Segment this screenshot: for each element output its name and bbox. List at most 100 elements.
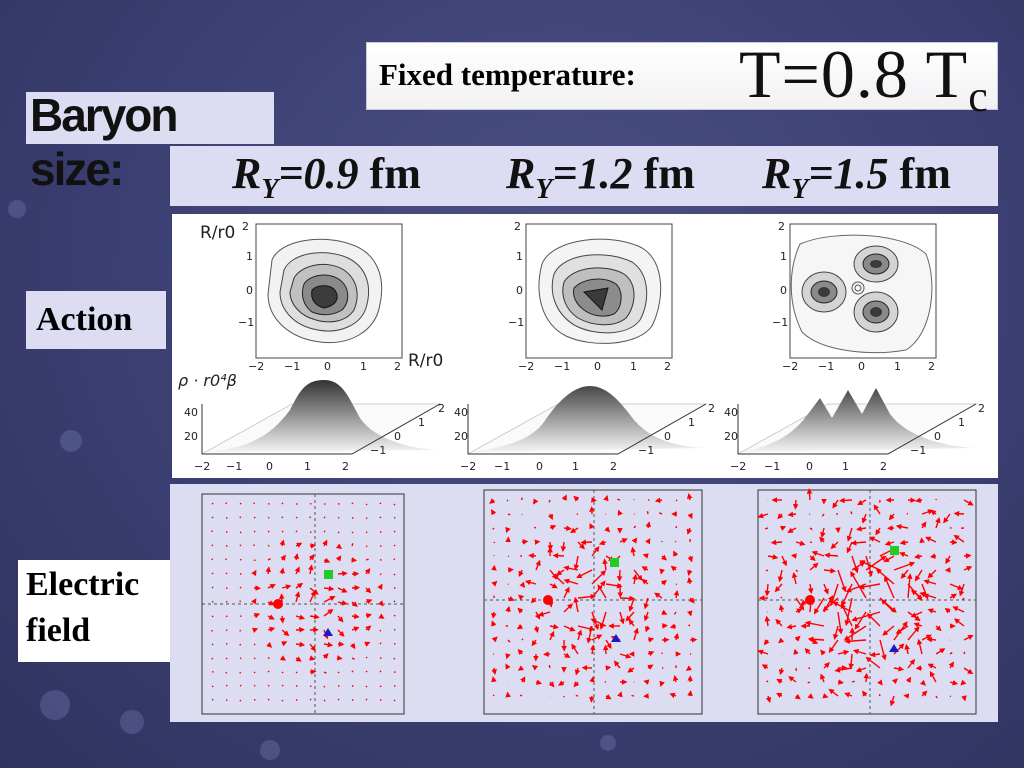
baryon-size-label: Baryon size: xyxy=(26,89,274,195)
svg-text:−1: −1 xyxy=(772,316,788,329)
field-arrow xyxy=(351,670,354,673)
field-arrow xyxy=(280,554,286,561)
svg-text:0: 0 xyxy=(394,430,401,443)
field-arrow xyxy=(576,569,593,579)
field-arrow xyxy=(524,579,537,586)
field-arrow xyxy=(828,688,839,697)
field-arrow xyxy=(776,692,783,699)
field-arrow xyxy=(884,540,895,546)
field-arrow xyxy=(309,590,316,603)
field-arrow xyxy=(673,589,680,599)
field-arrow xyxy=(775,618,783,627)
svg-text:1: 1 xyxy=(360,360,367,373)
field-arrow xyxy=(862,690,868,697)
field-arrow xyxy=(365,625,372,632)
field-arrow xyxy=(351,601,358,608)
field-arrow xyxy=(923,579,937,585)
field-arrow xyxy=(675,583,678,586)
field-arrow xyxy=(563,565,579,571)
field-arrow xyxy=(279,655,287,661)
field-arrow xyxy=(673,611,677,615)
surface-plot-3: 40 20 −2 −1 0 1 2 −1 0 1 2 xyxy=(724,388,985,473)
field-arrow xyxy=(574,667,581,676)
field-arrow xyxy=(519,694,523,697)
field-arrow xyxy=(875,527,881,536)
field-arrow xyxy=(393,573,396,576)
svg-text:2: 2 xyxy=(394,360,401,373)
field-arrow xyxy=(619,653,632,659)
field-arrow xyxy=(281,641,288,647)
field-arrow xyxy=(379,629,382,632)
field-arrow xyxy=(521,539,529,545)
field-arrow xyxy=(949,680,959,686)
field-arrow xyxy=(616,569,623,582)
svg-text:1: 1 xyxy=(572,460,579,473)
field-arrow xyxy=(560,541,567,552)
svg-text:0: 0 xyxy=(246,284,253,297)
field-arrow xyxy=(790,553,797,559)
field-arrow xyxy=(393,614,396,617)
svg-text:−2: −2 xyxy=(248,360,264,373)
field-arrow xyxy=(351,543,354,547)
field-arrow xyxy=(281,584,292,590)
field-arrow xyxy=(641,578,649,585)
temperature-box: Fixed temperature: T=0.8 Tc xyxy=(366,36,998,121)
field-arrow xyxy=(857,499,867,506)
field-arrow xyxy=(619,538,628,544)
field-arrow xyxy=(549,583,558,589)
field-arrow xyxy=(580,539,593,546)
field-arrow xyxy=(848,653,854,670)
svg-text:−1: −1 xyxy=(554,360,570,373)
field-arrow xyxy=(573,495,580,502)
field-arrow xyxy=(647,637,655,643)
field-arrow xyxy=(906,512,909,515)
field-arrow xyxy=(851,611,881,622)
field-arrow xyxy=(669,623,677,629)
field-arrow xyxy=(379,685,382,688)
field-arrow xyxy=(949,695,952,698)
action-x-axis-label: R/r0 xyxy=(408,351,443,371)
field-arrow xyxy=(323,608,334,617)
field-arrow xyxy=(673,550,679,557)
field-arrow xyxy=(858,583,881,590)
action-figure-svg: R/r0 R/r0 ρ · r0⁴β 2 1 0 −1 −2 −1 0 1 2 xyxy=(178,220,985,473)
field-arrow xyxy=(627,667,635,673)
field-arrow xyxy=(490,509,497,516)
field-arrow xyxy=(686,493,693,501)
field-arrow xyxy=(295,614,306,620)
field-arrow xyxy=(823,595,834,613)
quark-green-marker xyxy=(324,570,333,579)
field-arrow xyxy=(804,620,825,627)
field-arrow xyxy=(605,639,612,649)
field-arrow xyxy=(779,525,787,531)
field-arrow xyxy=(506,499,509,502)
field-arrow xyxy=(654,497,663,504)
field-arrow xyxy=(686,577,693,585)
radius-label: RY=0.9 fm xyxy=(232,149,421,205)
field-arrow xyxy=(505,691,511,698)
field-arrow xyxy=(900,569,909,579)
svg-text:2: 2 xyxy=(342,460,349,473)
field-arrow xyxy=(281,684,284,687)
field-arrow xyxy=(253,613,261,619)
field-arrow xyxy=(687,569,693,576)
field-arrow xyxy=(267,516,270,519)
field-arrow xyxy=(675,499,678,502)
field-arrow xyxy=(239,699,242,702)
field-arrow xyxy=(821,513,825,517)
field-arrow xyxy=(661,623,668,629)
field-arrow xyxy=(929,553,937,559)
field-arrow xyxy=(952,606,965,613)
field-arrow xyxy=(211,502,214,505)
field-arrow xyxy=(963,566,973,572)
field-arrow xyxy=(323,671,327,674)
field-arrow xyxy=(643,597,649,610)
field-arrow xyxy=(251,569,257,577)
field-arrows-1 xyxy=(211,502,396,702)
field-arrow xyxy=(884,575,895,599)
field-arrow xyxy=(379,516,382,519)
field-arrow xyxy=(765,569,769,572)
field-arrow xyxy=(687,512,693,520)
field-arrow xyxy=(921,583,929,600)
svg-text:1: 1 xyxy=(958,416,965,429)
